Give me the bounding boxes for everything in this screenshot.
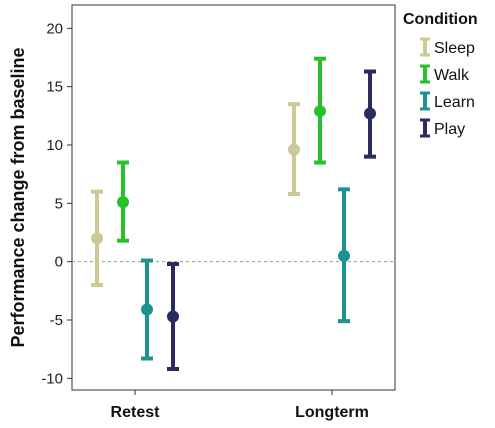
y-tick-label: -10 xyxy=(41,370,63,387)
x-category-label: Longterm xyxy=(295,404,369,421)
legend: Condition Sleep Walk Learn Play xyxy=(403,11,478,138)
y-tick-label: -5 xyxy=(50,312,63,329)
mean-point xyxy=(117,196,129,209)
mean-point xyxy=(91,232,103,245)
y-tick-label: 15 xyxy=(46,79,63,96)
legend-label: Learn xyxy=(434,94,475,111)
mean-point xyxy=(141,303,153,316)
mean-point xyxy=(364,107,376,120)
plot-area xyxy=(71,4,396,391)
y-axis-title: Performance change from baseline xyxy=(8,47,28,347)
series-play xyxy=(167,69,376,371)
legend-label: Play xyxy=(434,121,465,138)
mean-point xyxy=(314,105,326,118)
y-tick-label: 10 xyxy=(46,137,63,154)
y-tick-label: 5 xyxy=(55,195,63,212)
legend-label: Sleep xyxy=(434,40,475,57)
series-layer xyxy=(91,56,376,371)
y-axis: -10 -5 0 5 10 15 20 xyxy=(41,20,72,387)
legend-item-learn: Learn xyxy=(420,91,475,111)
mean-point xyxy=(288,143,300,156)
y-tick-label: 0 xyxy=(55,254,63,271)
series-learn xyxy=(141,187,350,361)
legend-title: Condition xyxy=(403,11,478,28)
mean-point xyxy=(338,249,350,262)
x-axis: Retest Longterm xyxy=(111,390,369,421)
legend-item-sleep: Sleep xyxy=(420,37,475,57)
mean-point xyxy=(167,310,179,323)
legend-item-play: Play xyxy=(420,118,465,138)
legend-label: Walk xyxy=(434,67,470,84)
y-tick-label: 20 xyxy=(46,20,63,37)
legend-item-walk: Walk xyxy=(420,64,470,84)
x-category-label: Retest xyxy=(111,404,161,421)
series-sleep xyxy=(91,102,300,287)
series-walk xyxy=(117,56,326,243)
